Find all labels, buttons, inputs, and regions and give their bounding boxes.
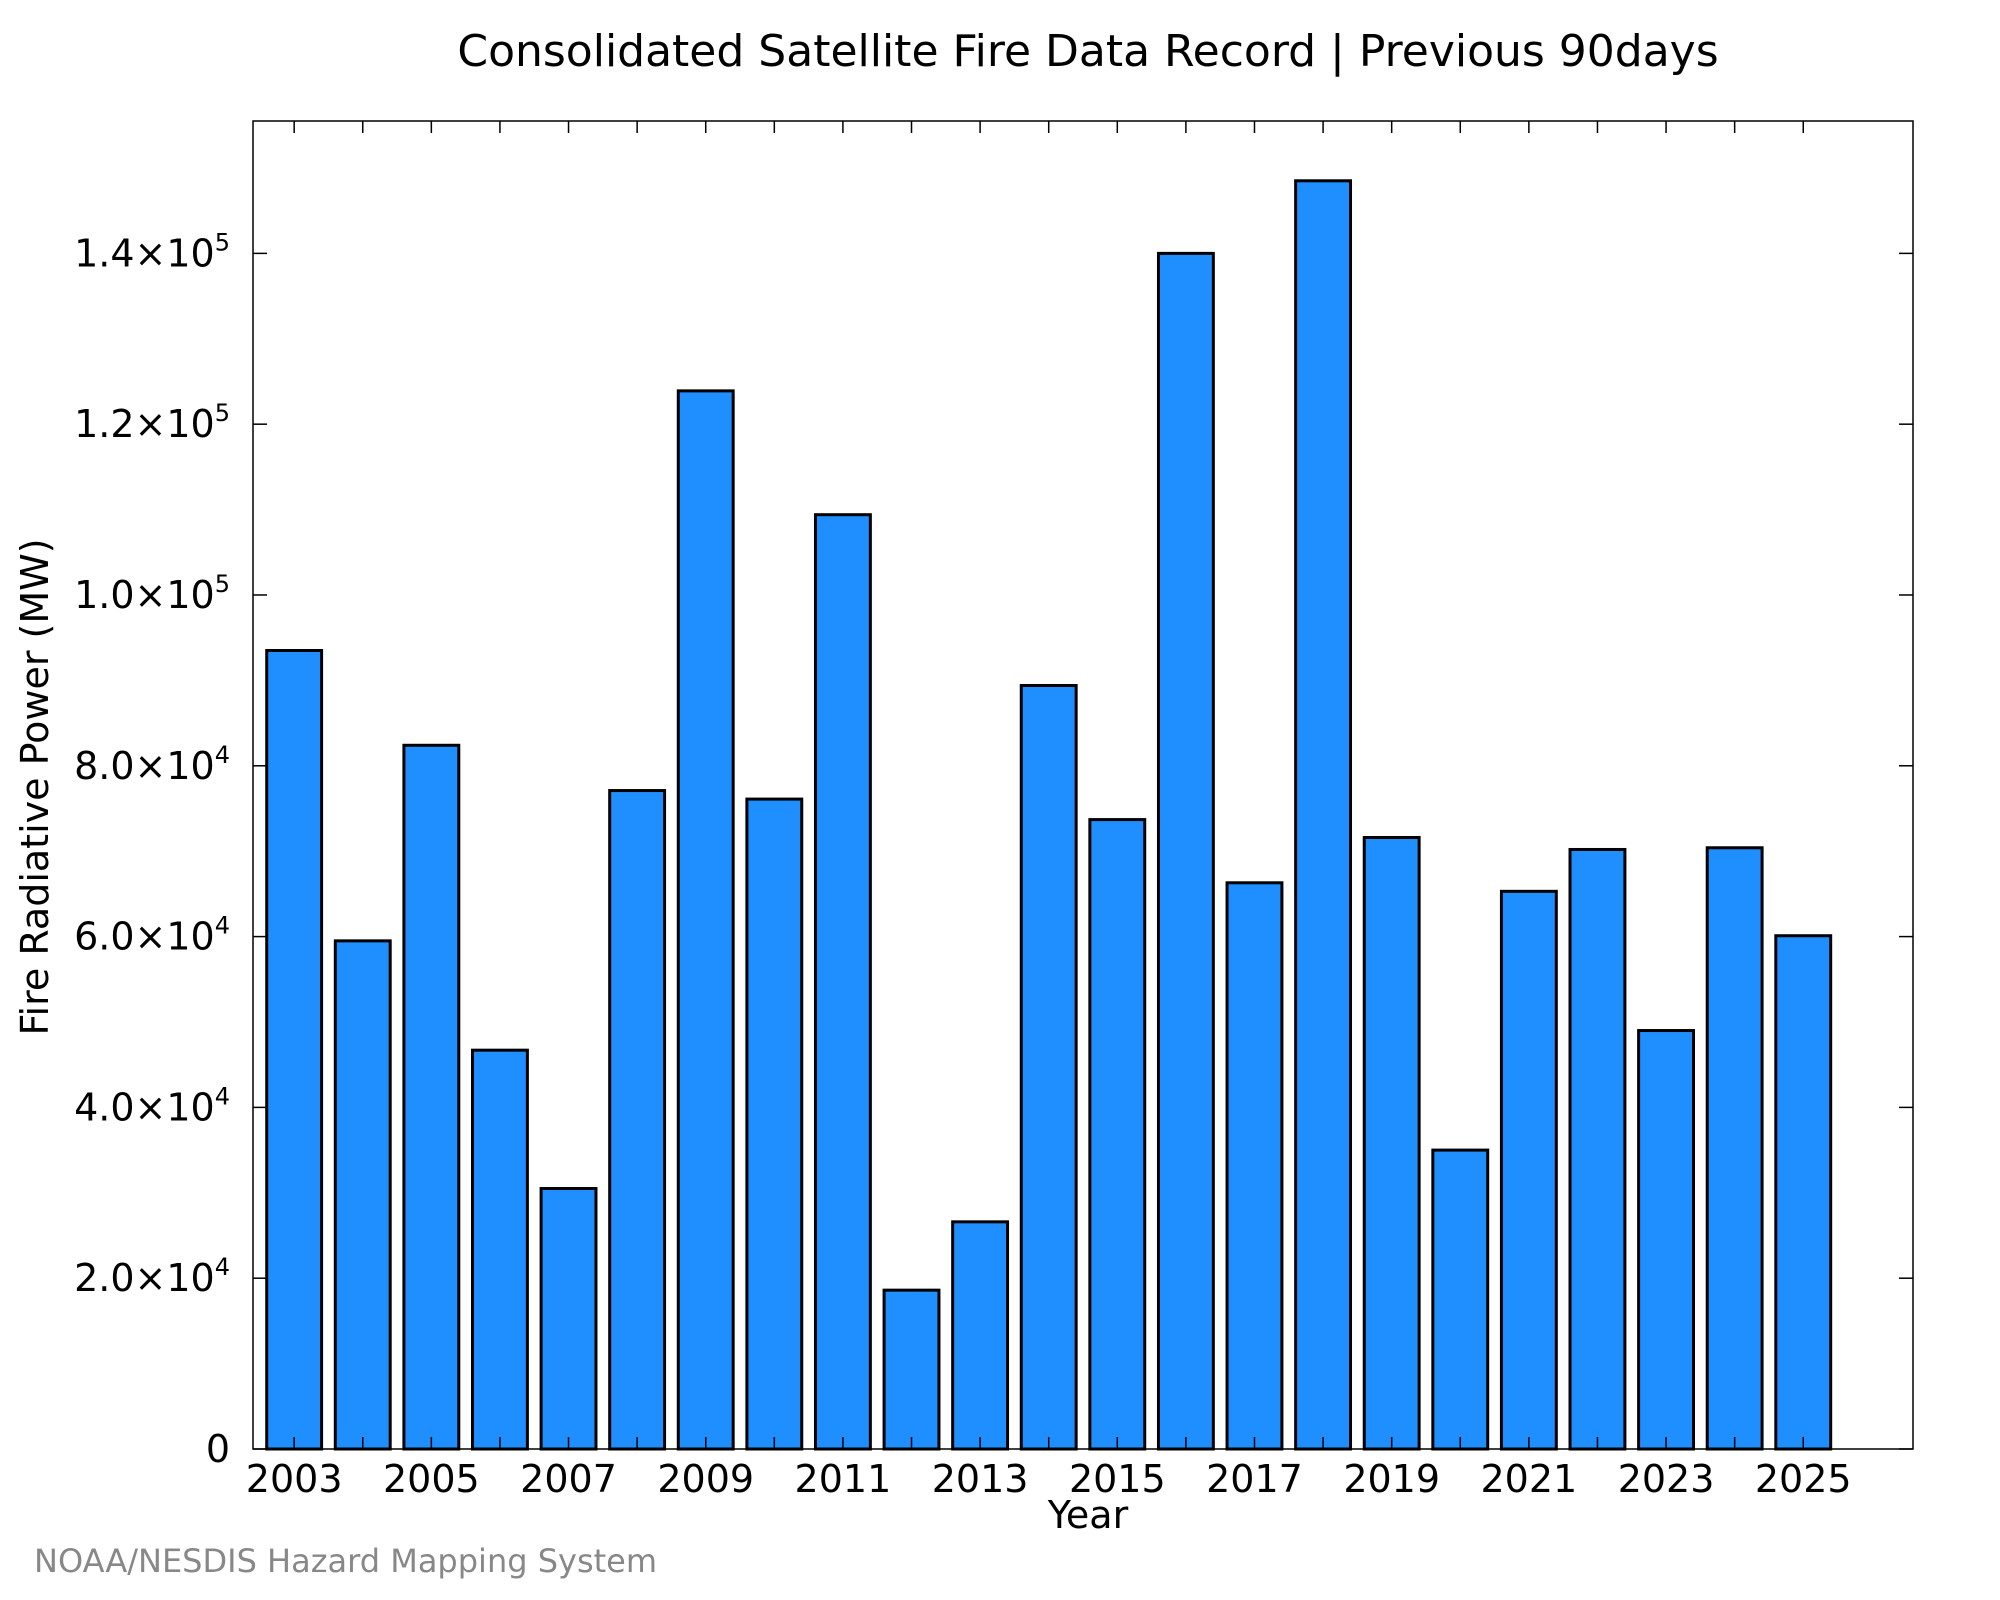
x-axis-label: Year <box>1047 1493 1129 1537</box>
x-tick-label: 2017 <box>1206 1457 1303 1501</box>
bar-2009 <box>676 389 735 1451</box>
x-tick-label: 2025 <box>1755 1457 1852 1501</box>
bar-2019 <box>1362 836 1421 1451</box>
bar-2007 <box>539 1187 598 1451</box>
y-tick-label: 4.0×104 <box>74 1082 230 1129</box>
bar-2024 <box>1705 846 1764 1451</box>
y-axis-label: Fire Radiative Power (MW) <box>13 538 57 1035</box>
x-tick-label: 2021 <box>1481 1457 1578 1501</box>
y-tick-label: 2.0×104 <box>74 1253 230 1300</box>
y-tick-label: 1.4×105 <box>74 228 230 275</box>
bar-2022 <box>1568 847 1627 1451</box>
bar-2016 <box>1156 251 1215 1451</box>
plot-area: 0 2.0×104 4.0×104 6.0×104 8.0×104 1.0×105 1.2×… <box>74 120 1914 1501</box>
x-tick-label: 2013 <box>932 1457 1029 1501</box>
bar-2005 <box>402 743 461 1451</box>
y-tick-label: 1.2×105 <box>74 399 230 446</box>
bar-2006 <box>471 1048 529 1451</box>
x-tick-label: 2023 <box>1618 1457 1715 1501</box>
bar-2021 <box>1499 889 1558 1451</box>
bar-2020 <box>1431 1148 1490 1451</box>
bar-2017 <box>1225 881 1284 1451</box>
x-tick-label: 2003 <box>246 1457 343 1501</box>
bar-2018 <box>1294 179 1353 1451</box>
bar-2008 <box>608 789 667 1451</box>
x-tick-label: 2007 <box>520 1457 617 1501</box>
bar-2025 <box>1774 934 1833 1451</box>
x-tick-label: 2011 <box>795 1457 892 1501</box>
chart-title: Consolidated Satellite Fire Data Record … <box>457 26 1718 77</box>
x-tick-label: 2015 <box>1069 1457 1166 1501</box>
y-tick-label: 1.0×105 <box>74 570 230 617</box>
bar-2010 <box>745 797 804 1451</box>
bar-2023 <box>1637 1029 1695 1451</box>
x-tick-label: 2009 <box>657 1457 754 1501</box>
bar-2015 <box>1088 818 1147 1451</box>
y-tick-label: 8.0×104 <box>74 741 230 788</box>
bar-2003 <box>265 648 324 1451</box>
y-tick-label: 0 <box>206 1427 230 1471</box>
bar-2012 <box>882 1288 941 1451</box>
credit-text: NOAA/NESDIS Hazard Mapping System <box>34 1542 657 1580</box>
bar-2013 <box>951 1220 1010 1451</box>
bar-2004 <box>333 939 392 1451</box>
bar-2011 <box>813 513 872 1451</box>
bar-2014 <box>1019 684 1078 1451</box>
plot-frame <box>252 120 1914 1450</box>
x-tick-label: 2005 <box>383 1457 480 1501</box>
y-tick-label: 6.0×104 <box>74 912 230 959</box>
x-tick-label: 2019 <box>1343 1457 1440 1501</box>
